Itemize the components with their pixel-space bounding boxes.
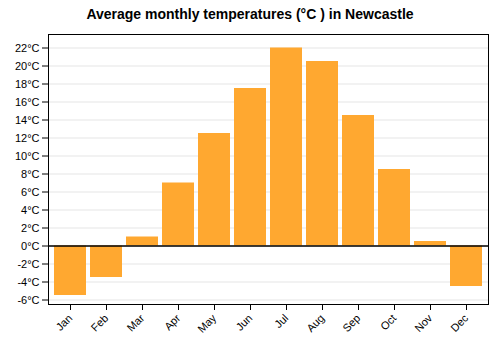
svg-text:Dec: Dec: [448, 311, 471, 334]
svg-text:22°C: 22°C: [15, 42, 40, 54]
svg-text:Jun: Jun: [233, 312, 254, 333]
svg-text:10°C: 10°C: [15, 150, 40, 162]
svg-text:Apr: Apr: [162, 312, 183, 333]
svg-text:Jan: Jan: [53, 312, 74, 333]
svg-text:Aug: Aug: [304, 312, 326, 334]
svg-text:12°C: 12°C: [15, 132, 40, 144]
svg-text:May: May: [195, 311, 219, 335]
svg-text:6°C: 6°C: [21, 186, 40, 198]
svg-text:-4°C: -4°C: [17, 276, 39, 288]
svg-text:Sep: Sep: [340, 312, 362, 334]
svg-text:0°C: 0°C: [21, 240, 40, 252]
svg-text:20°C: 20°C: [15, 60, 40, 72]
html-text:Average monthly temperatures (: Average monthly temperatures (°C ) in Ne…: [86, 6, 414, 22]
svg-text:2°C: 2°C: [21, 222, 40, 234]
svg-text:Jul: Jul: [272, 312, 290, 330]
svg-text:Mar: Mar: [125, 312, 147, 334]
svg-text:18°C: 18°C: [15, 78, 40, 90]
svg-text:16°C: 16°C: [15, 96, 40, 108]
svg-text:8°C: 8°C: [21, 168, 40, 180]
svg-text:Oct: Oct: [378, 312, 399, 333]
svg-text:Nov: Nov: [412, 311, 435, 334]
svg-text:14°C: 14°C: [15, 114, 40, 126]
svg-text:4°C: 4°C: [21, 204, 40, 216]
svg-text:-6°C: -6°C: [17, 294, 39, 306]
svg-text:Feb: Feb: [89, 312, 111, 334]
svg-text:-2°C: -2°C: [17, 258, 39, 270]
